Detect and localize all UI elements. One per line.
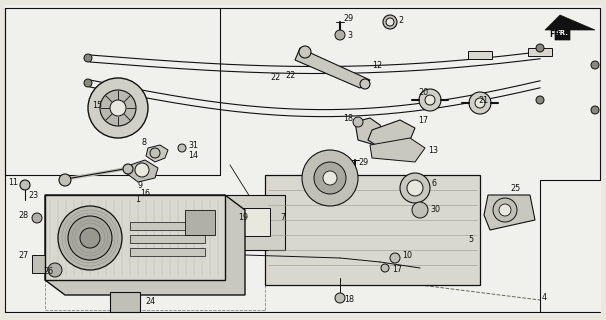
- Text: 1: 1: [135, 196, 140, 204]
- Polygon shape: [545, 15, 595, 40]
- Text: 19: 19: [238, 213, 248, 222]
- Circle shape: [390, 253, 400, 263]
- Circle shape: [381, 264, 389, 272]
- Text: 14: 14: [188, 150, 198, 159]
- Circle shape: [353, 117, 363, 127]
- Polygon shape: [295, 48, 370, 88]
- Text: 28: 28: [18, 211, 28, 220]
- Polygon shape: [45, 195, 225, 280]
- Text: 13: 13: [428, 146, 438, 155]
- Text: 16: 16: [140, 188, 150, 197]
- Circle shape: [84, 79, 92, 87]
- Circle shape: [499, 204, 511, 216]
- Text: 12: 12: [372, 60, 382, 69]
- Text: FR.: FR.: [556, 30, 568, 36]
- Text: 25: 25: [510, 183, 520, 193]
- Text: 4: 4: [542, 293, 547, 302]
- Text: 18: 18: [343, 114, 353, 123]
- Circle shape: [323, 171, 337, 185]
- Bar: [130, 248, 205, 256]
- Polygon shape: [265, 175, 480, 285]
- Bar: [185, 210, 215, 235]
- Circle shape: [135, 163, 149, 177]
- Circle shape: [48, 263, 62, 277]
- Circle shape: [412, 202, 428, 218]
- Bar: [130, 235, 205, 243]
- Text: 24: 24: [145, 298, 155, 307]
- Circle shape: [425, 95, 435, 105]
- Circle shape: [32, 213, 42, 223]
- Text: 22: 22: [285, 70, 295, 79]
- Circle shape: [536, 96, 544, 104]
- Text: 8: 8: [141, 138, 146, 147]
- Text: 31: 31: [188, 140, 198, 149]
- Bar: [225, 195, 285, 250]
- Circle shape: [100, 90, 136, 126]
- Circle shape: [314, 162, 346, 194]
- Circle shape: [20, 180, 30, 190]
- Circle shape: [110, 100, 126, 116]
- Text: 27: 27: [18, 251, 28, 260]
- Circle shape: [400, 173, 430, 203]
- Text: 18: 18: [344, 295, 354, 305]
- Circle shape: [302, 150, 358, 206]
- Text: 10: 10: [402, 251, 412, 260]
- Text: 20: 20: [418, 87, 428, 97]
- Polygon shape: [45, 195, 245, 295]
- Text: 15: 15: [92, 100, 102, 109]
- Text: 26: 26: [43, 268, 53, 276]
- Bar: [130, 222, 205, 230]
- Polygon shape: [484, 195, 535, 230]
- Circle shape: [407, 180, 423, 196]
- Bar: [468, 51, 492, 59]
- Circle shape: [335, 30, 345, 40]
- Text: 29: 29: [358, 157, 368, 166]
- Text: 5: 5: [468, 236, 473, 244]
- Polygon shape: [368, 120, 415, 148]
- Text: 30: 30: [430, 205, 440, 214]
- Circle shape: [591, 106, 599, 114]
- Bar: [240, 208, 270, 236]
- Circle shape: [123, 164, 133, 174]
- Text: FR.: FR.: [549, 29, 563, 38]
- Circle shape: [335, 293, 345, 303]
- Circle shape: [84, 54, 92, 62]
- Circle shape: [475, 98, 485, 108]
- Polygon shape: [126, 160, 158, 182]
- Circle shape: [536, 44, 544, 52]
- Text: 11: 11: [8, 178, 18, 187]
- Circle shape: [591, 61, 599, 69]
- Circle shape: [88, 78, 148, 138]
- Circle shape: [299, 46, 311, 58]
- Circle shape: [469, 92, 491, 114]
- Text: 17: 17: [392, 266, 402, 275]
- Text: 3: 3: [347, 30, 352, 39]
- Circle shape: [383, 15, 397, 29]
- Text: 7: 7: [280, 213, 285, 222]
- Polygon shape: [370, 138, 425, 162]
- Text: 9: 9: [138, 180, 143, 189]
- Text: 29: 29: [343, 13, 353, 22]
- Circle shape: [68, 216, 112, 260]
- Circle shape: [419, 89, 441, 111]
- Bar: [528, 48, 552, 56]
- Text: 17: 17: [418, 116, 428, 124]
- Text: 2: 2: [398, 15, 403, 25]
- Circle shape: [150, 148, 160, 158]
- Circle shape: [58, 206, 122, 270]
- Bar: [32, 255, 54, 273]
- Circle shape: [360, 79, 370, 89]
- Circle shape: [493, 198, 517, 222]
- Circle shape: [386, 18, 394, 26]
- Circle shape: [80, 228, 100, 248]
- Polygon shape: [355, 118, 385, 145]
- Text: 22: 22: [270, 73, 280, 82]
- Bar: [110, 292, 140, 312]
- Polygon shape: [146, 145, 168, 162]
- Circle shape: [178, 144, 186, 152]
- Text: 6: 6: [432, 179, 437, 188]
- Text: 23: 23: [28, 190, 38, 199]
- Text: 21: 21: [478, 95, 488, 105]
- Circle shape: [59, 174, 71, 186]
